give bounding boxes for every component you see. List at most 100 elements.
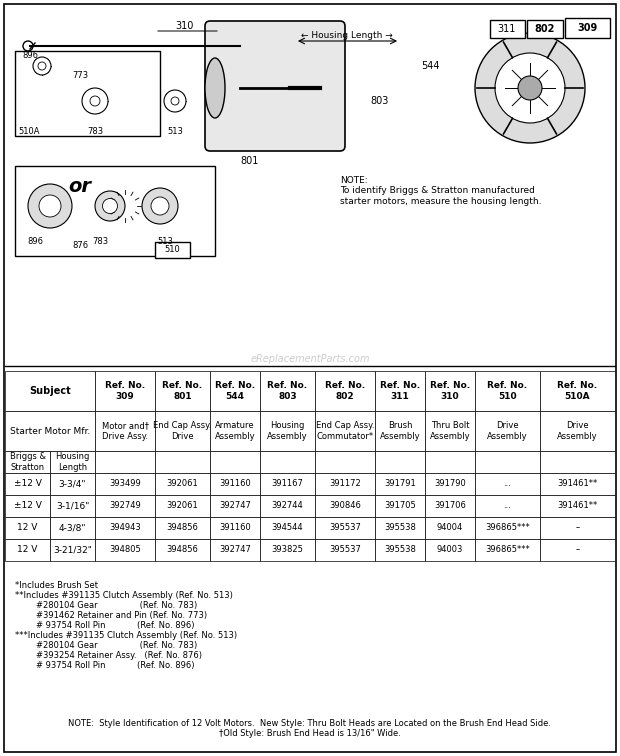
Circle shape (475, 33, 585, 143)
Text: End Cap Assy.
Drive: End Cap Assy. Drive (153, 421, 212, 441)
Circle shape (28, 184, 72, 228)
Circle shape (518, 76, 542, 100)
Text: 896: 896 (27, 237, 43, 246)
Bar (425, 473, 475, 495)
Text: 391790: 391790 (434, 479, 466, 488)
Bar (260, 411, 315, 451)
Bar (210, 451, 260, 473)
Text: 390846: 390846 (329, 501, 361, 510)
Text: 94004: 94004 (437, 523, 463, 532)
Circle shape (171, 97, 179, 105)
Bar (50, 473, 95, 495)
Text: NOTE:  Style Identification of 12 Volt Motors.  New Style: Thru Bolt Heads are L: NOTE: Style Identification of 12 Volt Mo… (68, 719, 552, 738)
Text: Housing
Assembly: Housing Assembly (267, 421, 308, 441)
Text: 392061: 392061 (167, 479, 198, 488)
Bar (540, 371, 615, 411)
Text: Brush
Assembly: Brush Assembly (379, 421, 420, 441)
Bar (475, 411, 540, 451)
Text: 396865***: 396865*** (485, 546, 530, 554)
Text: –: – (575, 523, 580, 532)
Circle shape (38, 62, 46, 70)
Text: 392061: 392061 (167, 501, 198, 510)
Bar (425, 517, 475, 539)
Bar (425, 539, 475, 561)
Bar (210, 539, 260, 561)
Bar (15, 51, 160, 136)
Text: 3-1/16": 3-1/16" (56, 501, 89, 510)
Bar (5, 411, 95, 451)
Bar (260, 473, 315, 495)
Circle shape (95, 191, 125, 221)
Bar (95, 495, 155, 517)
Text: Ref. No.
310: Ref. No. 310 (430, 381, 470, 401)
Text: Motor and†
Drive Assy.: Motor and† Drive Assy. (102, 421, 149, 441)
Text: 391160: 391160 (219, 523, 251, 532)
Bar (155, 473, 210, 495)
Text: 394856: 394856 (167, 523, 198, 532)
Bar (540, 517, 615, 539)
Circle shape (102, 199, 118, 213)
Bar (260, 371, 315, 411)
Circle shape (164, 90, 186, 112)
Text: 876: 876 (72, 241, 88, 250)
Text: 391791: 391791 (384, 479, 416, 488)
Text: 12 V: 12 V (17, 546, 38, 554)
Bar (210, 473, 260, 495)
Bar (5, 371, 95, 411)
Text: 391160: 391160 (219, 479, 251, 488)
Text: 4-3/8": 4-3/8" (59, 523, 86, 532)
Text: 391172: 391172 (329, 479, 361, 488)
Text: 395538: 395538 (384, 523, 416, 532)
Bar (375, 371, 425, 411)
Bar (540, 495, 615, 517)
Text: 395537: 395537 (329, 546, 361, 554)
Bar (155, 495, 210, 517)
Text: ...: ... (503, 479, 512, 488)
Text: 394544: 394544 (272, 523, 303, 532)
Bar (540, 539, 615, 561)
Bar (5, 495, 50, 517)
Text: 310: 310 (176, 21, 194, 31)
Text: Drive
Assembly: Drive Assembly (487, 421, 528, 441)
Text: 393825: 393825 (272, 546, 303, 554)
Bar (210, 495, 260, 517)
Bar (50, 539, 95, 561)
Bar (15, 166, 215, 256)
Text: Thru Bolt
Assembly: Thru Bolt Assembly (430, 421, 471, 441)
Bar (425, 495, 475, 517)
Text: #393254 Retainer Assy.   (Ref. No. 876): #393254 Retainer Assy. (Ref. No. 876) (15, 651, 202, 660)
Text: 393499: 393499 (109, 479, 141, 488)
Bar (540, 473, 615, 495)
Text: Ref. No.
544: Ref. No. 544 (215, 381, 255, 401)
Circle shape (90, 96, 100, 106)
Bar (210, 517, 260, 539)
Text: 392747: 392747 (219, 546, 251, 554)
Text: 396865***: 396865*** (485, 523, 530, 532)
Text: or: or (68, 176, 92, 196)
Bar (155, 517, 210, 539)
Text: 773: 773 (72, 72, 88, 80)
Text: 513: 513 (157, 237, 173, 246)
Text: Ref. No.
311: Ref. No. 311 (380, 381, 420, 401)
FancyBboxPatch shape (205, 21, 345, 151)
Text: –: – (575, 546, 580, 554)
Bar (475, 371, 540, 411)
Text: 783: 783 (87, 126, 103, 135)
Bar (5, 473, 50, 495)
Bar (210, 371, 260, 411)
Bar (95, 411, 155, 451)
Bar (540, 451, 615, 473)
Text: Armature
Assembly: Armature Assembly (215, 421, 255, 441)
Text: 513: 513 (167, 126, 183, 135)
Text: End Cap Assy.
Commutator*: End Cap Assy. Commutator* (316, 421, 374, 441)
Text: **Includes #391135 Clutch Assembly (Ref. No. 513): **Includes #391135 Clutch Assembly (Ref.… (15, 591, 233, 600)
Text: 94003: 94003 (437, 546, 463, 554)
Bar (475, 473, 540, 495)
Circle shape (151, 197, 169, 215)
Bar (95, 517, 155, 539)
Bar (95, 539, 155, 561)
Circle shape (142, 188, 178, 224)
Text: 544: 544 (421, 61, 439, 71)
Text: ← Housing Length →: ← Housing Length → (301, 32, 393, 41)
Circle shape (82, 88, 108, 114)
